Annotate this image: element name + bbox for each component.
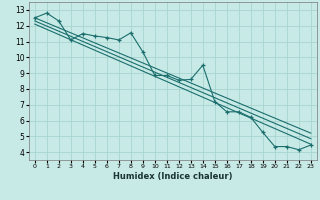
- X-axis label: Humidex (Indice chaleur): Humidex (Indice chaleur): [113, 172, 233, 181]
